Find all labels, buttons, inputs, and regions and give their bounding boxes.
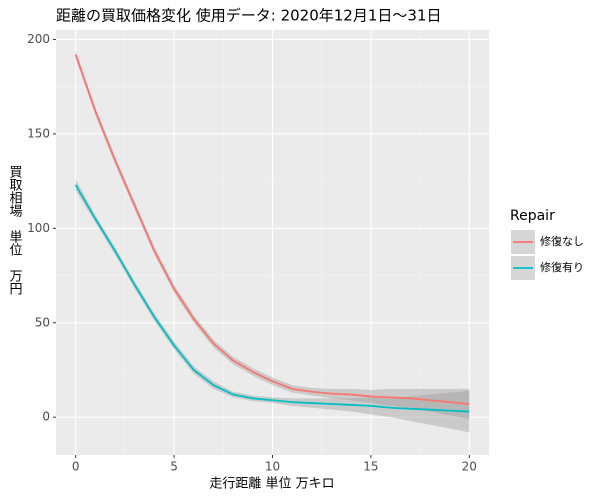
x-tick-label: 0 xyxy=(72,460,80,474)
x-axis-label: 走行距離 単位 万キロ xyxy=(209,476,334,492)
confidence-band xyxy=(75,179,470,433)
y-tick-label: 0 xyxy=(42,410,50,424)
legend-title: Repair xyxy=(510,208,555,224)
line xyxy=(74,54,470,405)
legend-label: 修復有り xyxy=(540,260,584,274)
y-tick-label: 150 xyxy=(27,126,50,140)
line xyxy=(74,184,470,413)
chart-title: 距離の買取価格変化 使用データ: 2020年12月1日～31日 xyxy=(56,7,441,25)
y-axis-label: 買取相場 単位 万円 xyxy=(7,165,23,295)
x-tick-label: 10 xyxy=(265,460,280,474)
x-tick-label: 5 xyxy=(170,460,178,474)
y-tick-label: 100 xyxy=(27,221,50,235)
y-tick-label: 200 xyxy=(27,32,50,46)
legend-label: 修復なし xyxy=(540,234,584,248)
y-tick-label: 50 xyxy=(35,315,50,329)
x-tick-label: 20 xyxy=(462,460,477,474)
x-tick-label: 15 xyxy=(363,460,378,474)
